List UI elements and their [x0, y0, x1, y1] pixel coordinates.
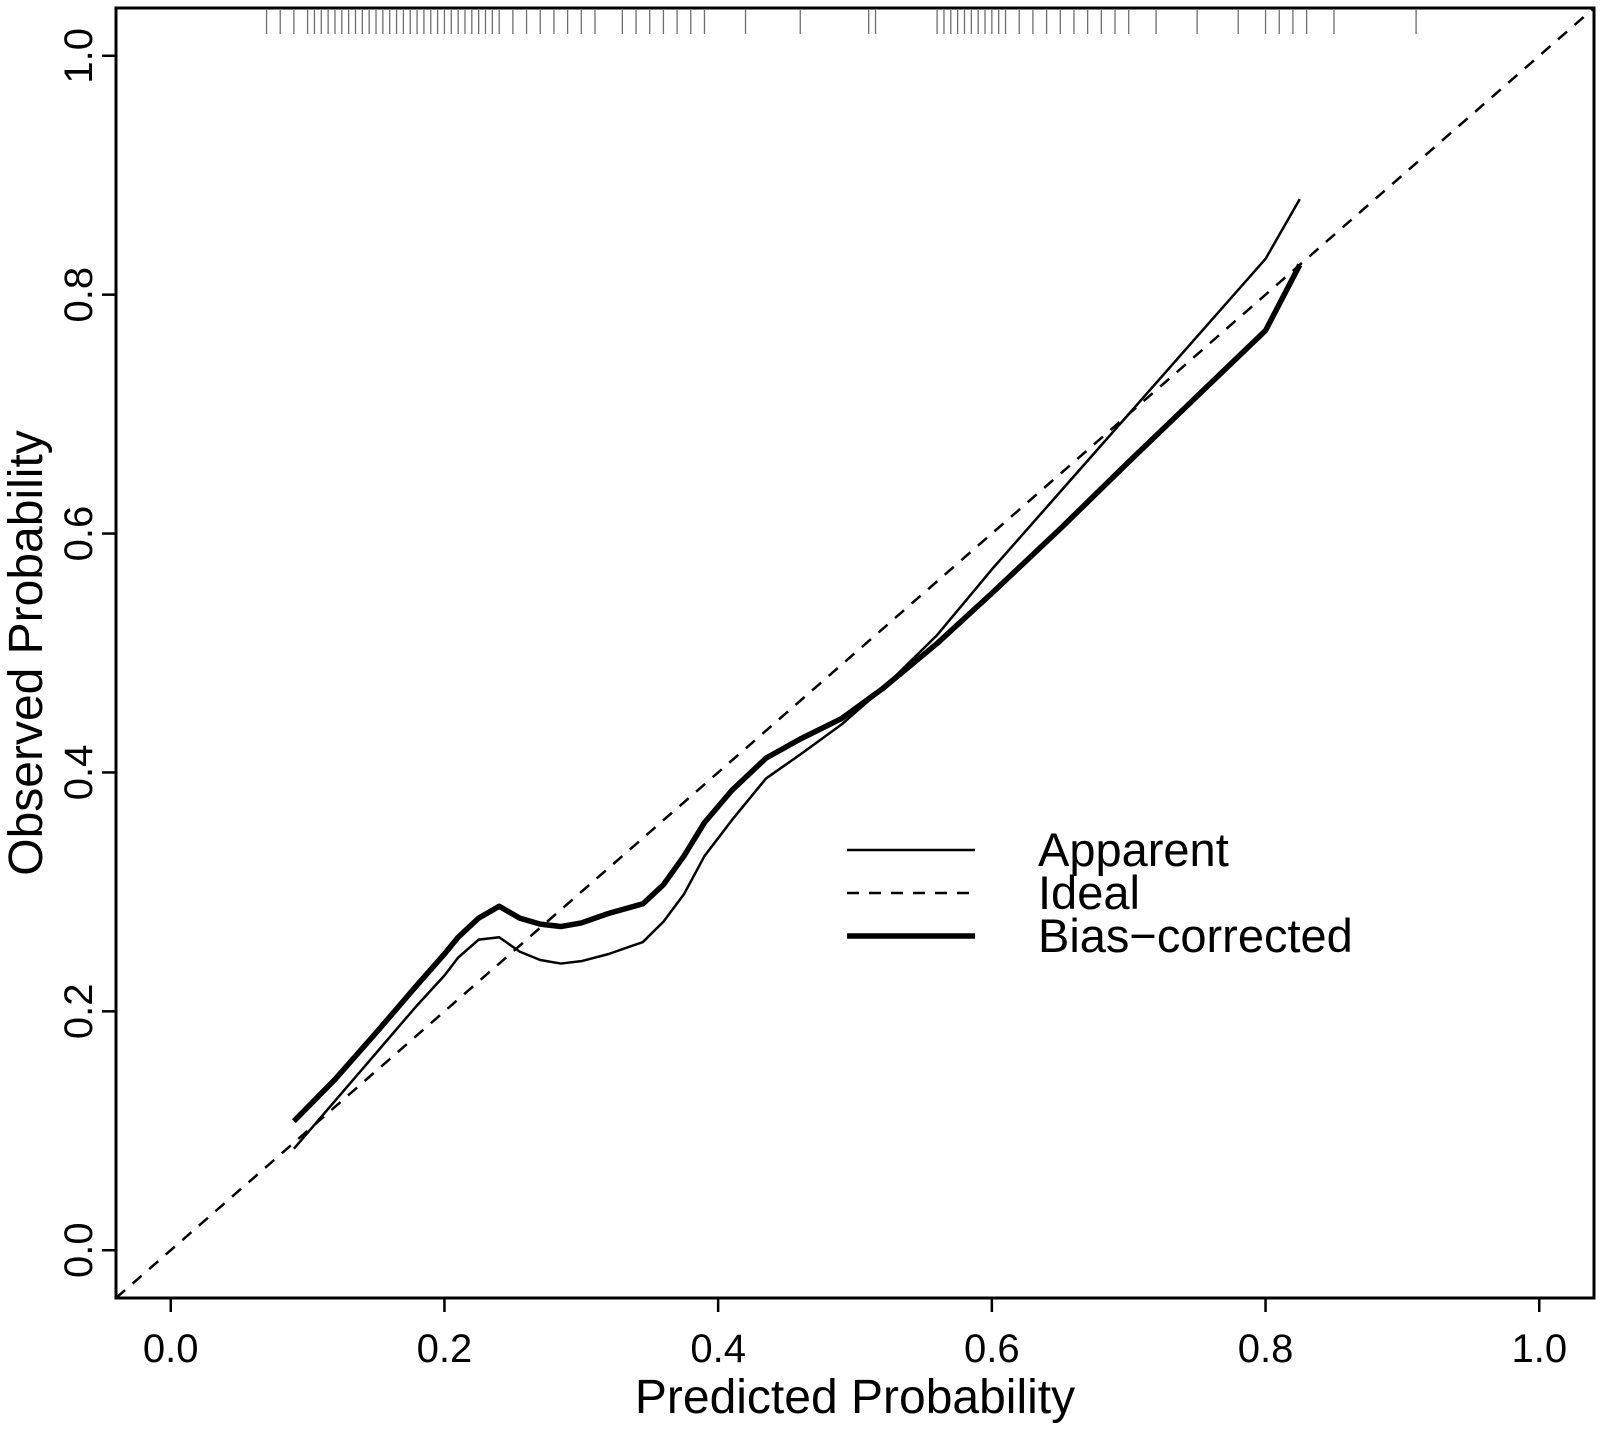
y-tick-label: 0.2 [57, 984, 101, 1040]
rug-marks [265, 10, 1417, 34]
series-line-ideal [116, 8, 1594, 1298]
x-tick-label: 0.4 [690, 1327, 746, 1371]
x-axis-title: Predicted Probability [635, 1371, 1075, 1424]
legend-label-bias-corrected: Bias−corrected [1038, 909, 1353, 962]
x-tick-label: 0.8 [1238, 1327, 1294, 1371]
x-tick-label: 0.0 [143, 1327, 199, 1371]
y-axis-title: Observed Probability [0, 430, 53, 876]
y-tick-label: 1.0 [57, 28, 101, 84]
x-axis: 0.0 0.2 0.4 0.6 0.8 1.0 [143, 1296, 1567, 1371]
x-tick-label: 0.2 [417, 1327, 473, 1371]
series-line-bias-corrected [291, 263, 1303, 1124]
legend-label-apparent: Apparent [1038, 823, 1229, 876]
y-axis: 0.0 0.2 0.4 0.6 0.8 1.0 [57, 28, 118, 1278]
legend-label-ideal: Ideal [1038, 866, 1140, 919]
series-layer [116, 8, 1594, 1298]
y-tick-label: 0.6 [57, 506, 101, 562]
x-tick-label: 0.6 [964, 1327, 1020, 1371]
y-tick-label: 0.4 [57, 745, 101, 801]
y-tick-label: 0.8 [57, 267, 101, 323]
y-tick-label: 0.0 [57, 1222, 101, 1278]
series-line-apparent [292, 198, 1301, 1150]
x-tick-label: 1.0 [1511, 1327, 1567, 1371]
